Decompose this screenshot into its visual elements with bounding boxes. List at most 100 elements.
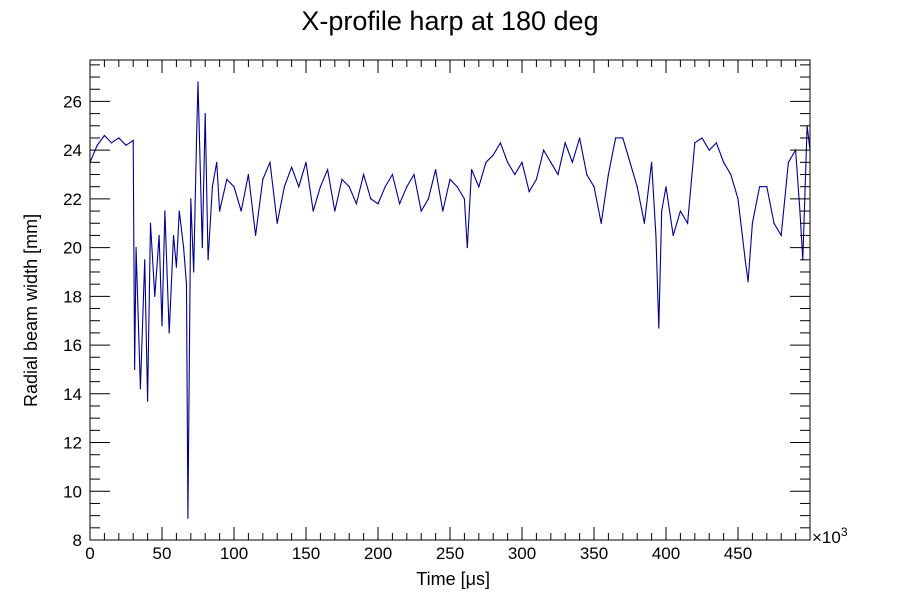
y-axis-label: Radial beam width [mm] — [21, 214, 41, 407]
x-tick-label: 0 — [85, 544, 94, 563]
x-axis-exponent-base: ×10 — [812, 528, 841, 547]
data-point — [514, 173, 516, 176]
data-point — [348, 186, 350, 188]
y-tick-label: 24 — [63, 141, 82, 160]
data-point — [651, 161, 653, 163]
data-point — [312, 210, 314, 212]
x-tick-label: 100 — [220, 544, 248, 563]
data-point — [715, 142, 718, 144]
data-point — [499, 142, 501, 144]
data-point — [269, 161, 271, 163]
data-point — [492, 154, 494, 156]
plot-area — [89, 81, 811, 519]
data-point — [456, 186, 458, 188]
data-point — [355, 203, 357, 205]
y-tick-label: 20 — [63, 239, 82, 258]
data-point — [564, 142, 566, 144]
data-point — [766, 186, 768, 188]
data-point — [615, 137, 617, 139]
data-point — [643, 222, 646, 224]
data-point — [449, 178, 451, 180]
data-point — [363, 173, 365, 176]
data-point — [679, 210, 682, 212]
data-point — [442, 210, 444, 212]
data-point — [139, 388, 141, 390]
x-tick-label: 400 — [652, 544, 680, 563]
data-point — [485, 161, 487, 163]
data-point — [319, 186, 321, 188]
data-point — [701, 137, 703, 139]
data-point — [708, 149, 710, 151]
data-point — [507, 161, 509, 163]
x-tick-label: 50 — [153, 544, 172, 563]
x-tick-label: 300 — [508, 544, 536, 563]
data-point — [658, 327, 660, 329]
data-point — [341, 178, 343, 180]
data-point — [600, 222, 602, 224]
data-point — [164, 210, 166, 212]
data-point — [125, 144, 127, 146]
data-point — [147, 400, 149, 402]
data-point — [132, 139, 134, 142]
data-point — [175, 266, 177, 268]
data-point — [672, 234, 674, 237]
data-point — [154, 295, 156, 297]
data-point — [420, 210, 422, 212]
data-point — [427, 198, 429, 200]
x-axis-label: Time [μs] — [416, 569, 490, 589]
data-point — [557, 173, 559, 176]
data-point — [391, 173, 393, 176]
data-point — [636, 186, 638, 188]
data-point — [586, 173, 588, 176]
data-point — [694, 142, 696, 144]
data-point — [134, 368, 136, 371]
data-series-line — [89, 81, 811, 519]
data-point — [247, 173, 249, 176]
data-point — [178, 210, 180, 212]
data-point — [550, 161, 552, 163]
data-point — [183, 247, 185, 249]
data-point — [207, 259, 209, 261]
data-point — [661, 210, 663, 212]
data-point — [161, 324, 163, 327]
data-point — [751, 222, 754, 224]
data-point — [571, 161, 574, 163]
data-point — [463, 198, 465, 200]
data-point — [747, 281, 749, 283]
data-point — [579, 137, 581, 139]
data-point — [607, 173, 610, 176]
data-point — [687, 222, 689, 224]
y-tick-label: 14 — [63, 385, 82, 404]
x-tick-label: 450 — [724, 544, 752, 563]
data-point — [195, 137, 198, 139]
data-point — [406, 186, 408, 188]
data-point — [384, 186, 386, 188]
data-point — [787, 161, 790, 163]
data-point — [193, 271, 195, 273]
data-point — [211, 186, 213, 188]
data-point — [535, 178, 538, 180]
x-axis-exponent: ×103 — [812, 525, 848, 547]
data-point — [111, 142, 113, 144]
data-point — [377, 203, 379, 205]
data-point — [730, 173, 732, 176]
data-point — [216, 161, 218, 163]
data-point — [219, 210, 221, 212]
data-point — [190, 198, 192, 200]
data-point — [327, 169, 329, 171]
data-point — [773, 222, 775, 224]
data-point — [521, 161, 523, 163]
data-point — [413, 173, 415, 176]
y-tick-label: 10 — [63, 482, 82, 501]
data-point — [172, 234, 175, 237]
data-point — [478, 186, 480, 188]
data-point — [276, 222, 278, 224]
data-point — [305, 161, 307, 163]
data-point — [103, 134, 105, 137]
data-point — [471, 169, 473, 171]
data-point — [185, 283, 188, 285]
plot-frame — [89, 59, 811, 541]
data-point — [528, 190, 530, 193]
x-tick-label: 150 — [292, 544, 320, 563]
y-axis: 8 10 12 14 16 18 20 22 24 26 — [63, 64, 810, 550]
